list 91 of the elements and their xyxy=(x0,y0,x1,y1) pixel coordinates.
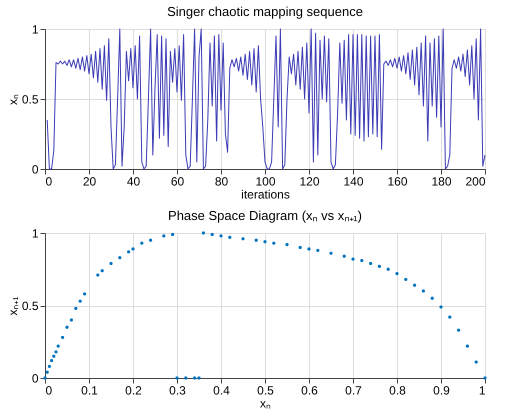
point xyxy=(404,278,408,281)
point xyxy=(184,376,188,380)
point xyxy=(149,238,152,242)
x-tick-label: 80 xyxy=(214,174,228,188)
point xyxy=(307,247,311,251)
x-tick-label: 20 xyxy=(82,174,96,188)
point xyxy=(100,269,104,272)
point xyxy=(61,336,64,339)
x-axis-title: xₙ xyxy=(260,396,271,410)
point xyxy=(78,300,82,303)
x-tick-label: 0.2 xyxy=(125,384,142,398)
point xyxy=(197,376,201,380)
point xyxy=(52,354,56,358)
point xyxy=(254,238,258,242)
point xyxy=(140,242,144,245)
y-tick-label: 1 xyxy=(32,226,39,240)
point xyxy=(263,240,267,244)
y-axis-title: xₙ₊₁ xyxy=(6,296,20,316)
x-tick-label: 0.1 xyxy=(81,384,98,398)
y-tick-label: 0 xyxy=(32,162,39,176)
point xyxy=(395,272,399,276)
point xyxy=(360,258,364,262)
point xyxy=(285,243,289,246)
x-tick-label: 0.5 xyxy=(257,384,274,398)
x-tick-label: 0.6 xyxy=(301,384,318,398)
point xyxy=(131,247,135,251)
point xyxy=(175,376,179,380)
point xyxy=(378,264,381,268)
x-tick-label: 140 xyxy=(343,174,364,188)
y-tick-label: 0 xyxy=(32,372,39,386)
x-tick-label: 40 xyxy=(126,174,140,188)
point xyxy=(65,326,69,329)
point xyxy=(74,306,78,310)
point xyxy=(127,250,130,254)
x-tick-label: 100 xyxy=(255,174,276,188)
point xyxy=(56,344,60,348)
point xyxy=(448,316,452,319)
x-tick-label: 0 xyxy=(46,384,52,398)
x-tick-label: 60 xyxy=(170,174,184,188)
point xyxy=(457,328,460,332)
point xyxy=(422,289,425,293)
point xyxy=(46,370,49,374)
x-tick-label: 0.9 xyxy=(433,384,450,398)
x-tick-label: 0 xyxy=(46,174,52,188)
x-tick-label: 1 xyxy=(478,384,486,398)
point xyxy=(54,350,58,354)
y-tick-label: 1 xyxy=(32,22,39,36)
point xyxy=(43,376,47,380)
point xyxy=(171,232,174,236)
x-tick-label: 120 xyxy=(299,174,320,188)
point xyxy=(430,296,434,300)
point xyxy=(439,305,443,309)
point xyxy=(386,268,390,271)
point xyxy=(83,292,86,296)
point xyxy=(109,262,113,266)
point xyxy=(219,234,223,238)
point xyxy=(298,246,302,250)
chart-title: Phase Space Diagram (xₙ vs xₙ₊₁) xyxy=(168,208,362,223)
point xyxy=(162,234,166,238)
y-tick-label: 0.5 xyxy=(22,92,39,106)
point xyxy=(351,258,355,261)
point xyxy=(316,248,320,252)
point xyxy=(413,284,416,287)
point xyxy=(466,344,469,348)
point xyxy=(50,359,54,362)
x-tick-label: 160 xyxy=(387,174,408,188)
point xyxy=(369,262,372,266)
x-tick-label: 0.4 xyxy=(213,384,230,398)
point xyxy=(228,236,232,239)
point xyxy=(118,256,122,260)
point xyxy=(272,242,276,245)
point xyxy=(70,318,73,322)
point xyxy=(342,254,346,258)
point xyxy=(329,252,333,255)
point xyxy=(193,376,196,380)
point xyxy=(202,231,205,235)
x-axis-title: iterations xyxy=(241,188,290,202)
x-tick-label: 200 xyxy=(465,174,486,188)
x-tick-label: 180 xyxy=(431,174,452,188)
point xyxy=(48,364,51,368)
point xyxy=(241,237,245,240)
point xyxy=(483,376,487,380)
point xyxy=(210,232,214,236)
x-tick-label: 0.7 xyxy=(345,384,362,398)
y-axis-title: xₙ xyxy=(6,94,20,105)
x-tick-label: 0.3 xyxy=(169,384,186,398)
y-tick-label: 0.5 xyxy=(22,299,39,313)
x-tick-label: 0.8 xyxy=(389,384,406,398)
point xyxy=(96,273,100,277)
point xyxy=(474,360,478,364)
chart-title: Singer chaotic mapping sequence xyxy=(167,4,363,19)
